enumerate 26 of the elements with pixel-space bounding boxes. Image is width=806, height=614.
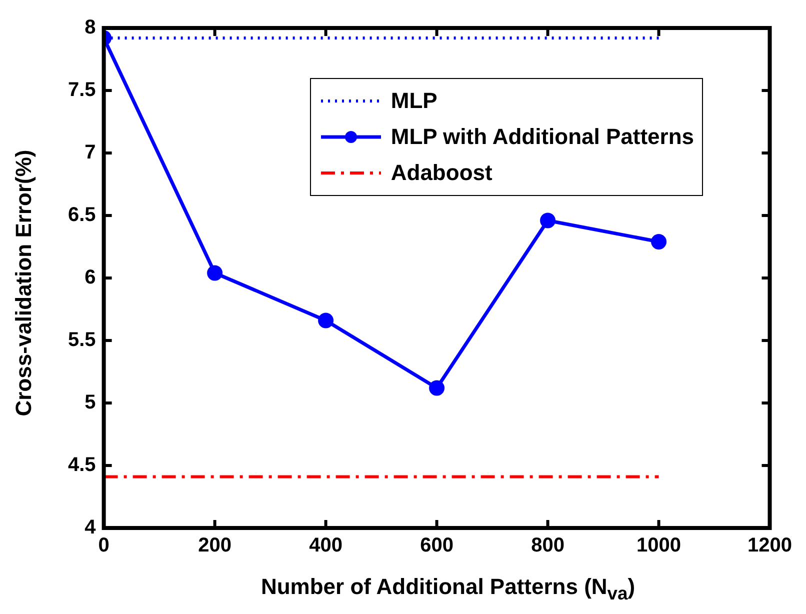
x-tick-label: 1000 [636,534,682,557]
y-tick-label: 6.5 [68,204,96,226]
y-tick-label: 5.5 [68,329,96,352]
point [318,312,334,328]
y-axis-title: Cross-validation Error(%) [11,150,37,416]
y-tick-label: 6 [84,266,96,289]
y-tick-label: 4 [84,516,97,539]
legend-label: Adaboost [390,160,492,186]
point [540,212,556,228]
x-tick-label: 0 [98,534,110,557]
y-tick-label: 4.5 [68,454,96,476]
x-tick-label: 800 [531,534,564,557]
x-tick-label: 1200 [748,534,792,557]
legend-label: MLP with Additional Patterns [390,124,694,150]
point [429,380,445,396]
y-tick-label: 7.5 [68,79,96,102]
x-axis-title: Number of Additional Patterns (N$_{va}$) [260,574,636,604]
point [651,234,667,250]
y-tick-label: 7 [84,142,96,164]
x-tick-label: 400 [309,534,342,557]
y-tick-label: 8 [84,16,96,39]
point [207,265,223,281]
x-tick-label: 200 [198,534,232,557]
x-tick-label: 600 [420,534,454,557]
legend-label: MLP [390,88,438,114]
y-tick-label: 5 [84,392,96,414]
